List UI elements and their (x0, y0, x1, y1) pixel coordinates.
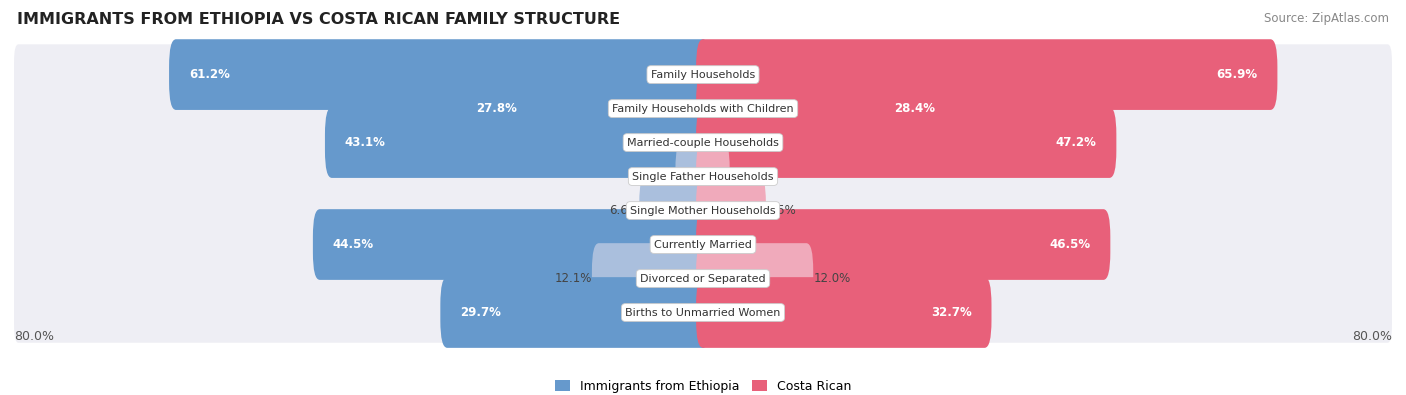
Text: 80.0%: 80.0% (14, 331, 53, 344)
FancyBboxPatch shape (14, 214, 1392, 275)
Text: IMMIGRANTS FROM ETHIOPIA VS COSTA RICAN FAMILY STRUCTURE: IMMIGRANTS FROM ETHIOPIA VS COSTA RICAN … (17, 12, 620, 27)
Text: 2.4%: 2.4% (645, 170, 675, 183)
FancyBboxPatch shape (640, 175, 710, 246)
Text: 61.2%: 61.2% (188, 68, 229, 81)
Text: 32.7%: 32.7% (931, 306, 972, 319)
Text: 12.1%: 12.1% (554, 272, 592, 285)
FancyBboxPatch shape (14, 282, 1392, 343)
FancyBboxPatch shape (696, 209, 1111, 280)
Text: Single Mother Households: Single Mother Households (630, 205, 776, 216)
FancyBboxPatch shape (169, 39, 710, 110)
Text: 6.6%: 6.6% (609, 204, 640, 217)
FancyBboxPatch shape (14, 44, 1392, 105)
Text: 47.2%: 47.2% (1056, 136, 1097, 149)
Text: 6.5%: 6.5% (766, 204, 796, 217)
FancyBboxPatch shape (592, 243, 710, 314)
Text: 27.8%: 27.8% (477, 102, 517, 115)
Text: Single Father Households: Single Father Households (633, 171, 773, 182)
Text: Source: ZipAtlas.com: Source: ZipAtlas.com (1264, 12, 1389, 25)
FancyBboxPatch shape (314, 209, 710, 280)
FancyBboxPatch shape (325, 107, 710, 178)
FancyBboxPatch shape (14, 180, 1392, 241)
FancyBboxPatch shape (696, 175, 766, 246)
Text: Divorced or Separated: Divorced or Separated (640, 273, 766, 284)
FancyBboxPatch shape (696, 277, 991, 348)
FancyBboxPatch shape (440, 277, 710, 348)
Text: 44.5%: 44.5% (333, 238, 374, 251)
Text: Currently Married: Currently Married (654, 239, 752, 250)
FancyBboxPatch shape (14, 146, 1392, 207)
Text: 12.0%: 12.0% (813, 272, 851, 285)
FancyBboxPatch shape (696, 73, 955, 144)
Text: 29.7%: 29.7% (460, 306, 501, 319)
FancyBboxPatch shape (696, 141, 730, 212)
Text: Family Households with Children: Family Households with Children (612, 103, 794, 114)
FancyBboxPatch shape (14, 112, 1392, 173)
Text: 65.9%: 65.9% (1216, 68, 1257, 81)
FancyBboxPatch shape (14, 248, 1392, 309)
FancyBboxPatch shape (14, 78, 1392, 139)
Text: 43.1%: 43.1% (344, 136, 385, 149)
FancyBboxPatch shape (457, 73, 710, 144)
Text: Married-couple Households: Married-couple Households (627, 137, 779, 148)
Text: 2.3%: 2.3% (730, 170, 759, 183)
FancyBboxPatch shape (696, 243, 813, 314)
FancyBboxPatch shape (696, 39, 1278, 110)
Text: 46.5%: 46.5% (1049, 238, 1091, 251)
FancyBboxPatch shape (675, 141, 710, 212)
Text: 80.0%: 80.0% (1353, 331, 1392, 344)
Text: 28.4%: 28.4% (894, 102, 935, 115)
Legend: Immigrants from Ethiopia, Costa Rican: Immigrants from Ethiopia, Costa Rican (550, 375, 856, 395)
FancyBboxPatch shape (696, 107, 1116, 178)
Text: Family Households: Family Households (651, 70, 755, 79)
Text: Births to Unmarried Women: Births to Unmarried Women (626, 308, 780, 318)
